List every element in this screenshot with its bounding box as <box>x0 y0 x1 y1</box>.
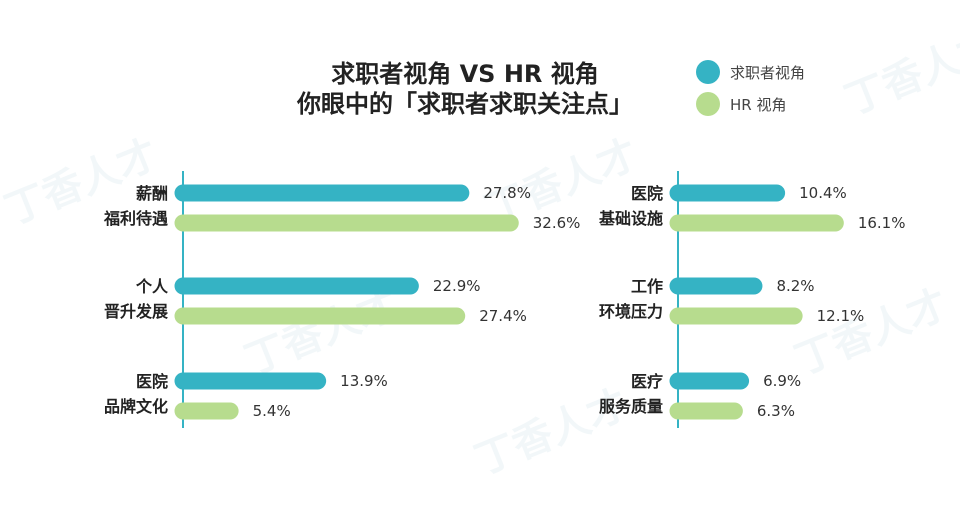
bar <box>174 372 327 390</box>
chart-subtitle: 你眼中的「求职者求职关注点」 <box>297 90 633 118</box>
category-label: 环境压力 <box>599 302 663 321</box>
category-label: 工作 <box>631 277 663 296</box>
bar <box>669 372 750 390</box>
category-label: 医疗 <box>631 372 663 391</box>
category-label: 薪酬 <box>136 184 168 203</box>
bar <box>174 277 419 295</box>
data-label: 6.9% <box>763 372 801 390</box>
legend-swatch-hr <box>696 92 720 116</box>
legend-item-seeker: 求职者视角 <box>696 59 805 85</box>
bar <box>669 214 844 232</box>
bar <box>174 184 470 202</box>
bar <box>174 402 239 420</box>
category-label: 基础设施 <box>598 209 663 228</box>
category-label: 医院 <box>136 372 168 391</box>
data-label: 32.6% <box>533 214 581 232</box>
category-label: 个人 <box>135 277 169 296</box>
data-label: 12.1% <box>817 307 865 325</box>
data-label: 5.4% <box>253 402 291 420</box>
data-label: 27.4% <box>479 307 527 325</box>
category-label: 服务质量 <box>599 397 663 416</box>
bar <box>669 277 763 295</box>
category-label: 医院 <box>631 184 663 203</box>
category-label: 福利待遇 <box>103 209 168 228</box>
legend-label-seeker: 求职者视角 <box>730 63 806 82</box>
bar <box>669 184 786 202</box>
data-label: 13.9% <box>340 372 388 390</box>
legend-label-hr: HR 视角 <box>730 95 787 114</box>
data-label: 10.4% <box>799 184 847 202</box>
bar <box>669 307 803 325</box>
data-label: 27.8% <box>483 184 531 202</box>
category-label: 晋升发展 <box>104 302 169 321</box>
legend-swatch-seeker <box>696 60 720 84</box>
legend-item-hr: HR 视角 <box>696 91 786 117</box>
data-label: 16.1% <box>858 214 906 232</box>
bar <box>174 307 466 325</box>
chart-title: 求职者视角 VS HR 视角 <box>331 60 599 88</box>
data-label: 6.3% <box>757 402 795 420</box>
bar <box>174 214 519 232</box>
data-label: 22.9% <box>433 277 481 295</box>
category-label: 品牌文化 <box>104 397 168 416</box>
bar <box>669 402 743 420</box>
data-label: 8.2% <box>776 277 814 295</box>
